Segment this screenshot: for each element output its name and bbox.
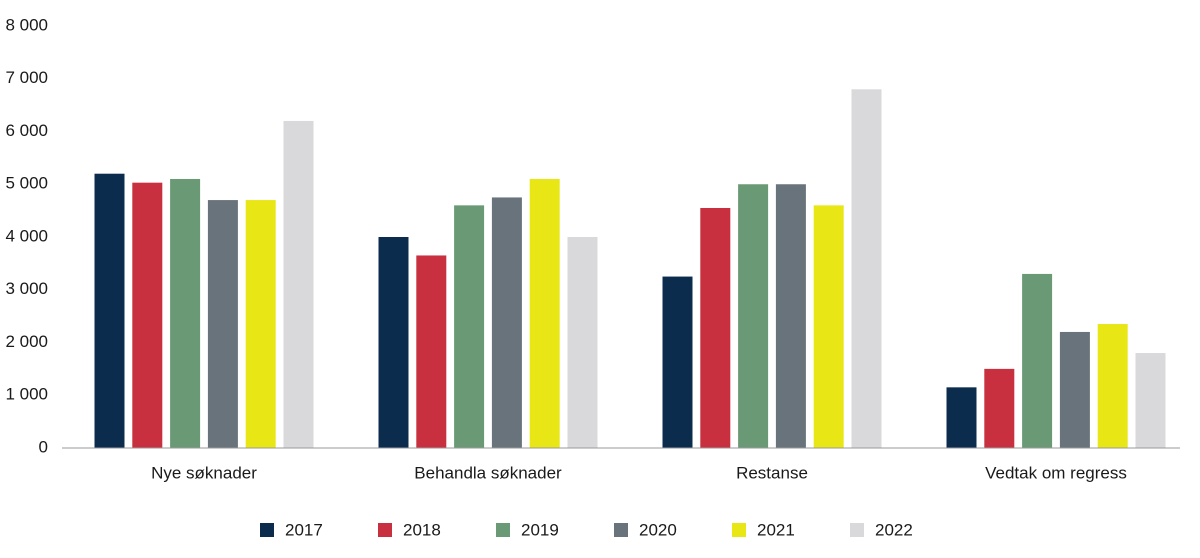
legend-swatch [850, 523, 864, 537]
bar [946, 387, 977, 448]
bar [662, 276, 693, 448]
legend-label: 2019 [521, 520, 559, 539]
bar [378, 237, 409, 448]
bar [984, 368, 1015, 448]
legend-swatch [260, 523, 274, 537]
y-tick-label: 1 000 [5, 385, 48, 404]
bar [813, 205, 844, 448]
bar [283, 120, 314, 448]
bar [529, 178, 560, 448]
bar [1022, 273, 1053, 448]
y-tick-label: 4 000 [5, 226, 48, 245]
x-tick-label: Behandla søknader [414, 463, 562, 482]
legend-swatch [496, 523, 510, 537]
legend-swatch [732, 523, 746, 537]
legend-swatch [378, 523, 392, 537]
y-tick-label: 3 000 [5, 279, 48, 298]
y-tick-label: 0 [39, 437, 48, 456]
bar [1135, 353, 1166, 448]
bar [132, 182, 163, 449]
bar [1097, 324, 1128, 448]
bar [170, 178, 201, 448]
x-tick-label: Nye søknader [151, 463, 257, 482]
bar [245, 200, 276, 448]
bar [94, 173, 125, 448]
legend-label: 2017 [285, 520, 323, 539]
x-tick-label: Restanse [736, 463, 808, 482]
y-tick-label: 7 000 [5, 68, 48, 87]
y-tick-label: 5 000 [5, 174, 48, 193]
legend-label: 2020 [639, 520, 677, 539]
bar [567, 237, 598, 448]
bar [416, 255, 447, 448]
y-tick-label: 6 000 [5, 121, 48, 140]
bar [491, 197, 522, 448]
y-tick-label: 2 000 [5, 332, 48, 351]
legend-label: 2018 [403, 520, 441, 539]
bar [700, 207, 731, 448]
y-tick-label: 8 000 [5, 15, 48, 34]
bar [851, 89, 882, 449]
x-tick-label: Vedtak om regress [985, 463, 1127, 482]
bar [207, 200, 238, 448]
bar [738, 184, 769, 448]
bar [1059, 331, 1090, 448]
bar [454, 205, 485, 448]
bar [775, 184, 806, 448]
legend-label: 2021 [757, 520, 795, 539]
legend-swatch [614, 523, 628, 537]
legend-label: 2022 [875, 520, 913, 539]
